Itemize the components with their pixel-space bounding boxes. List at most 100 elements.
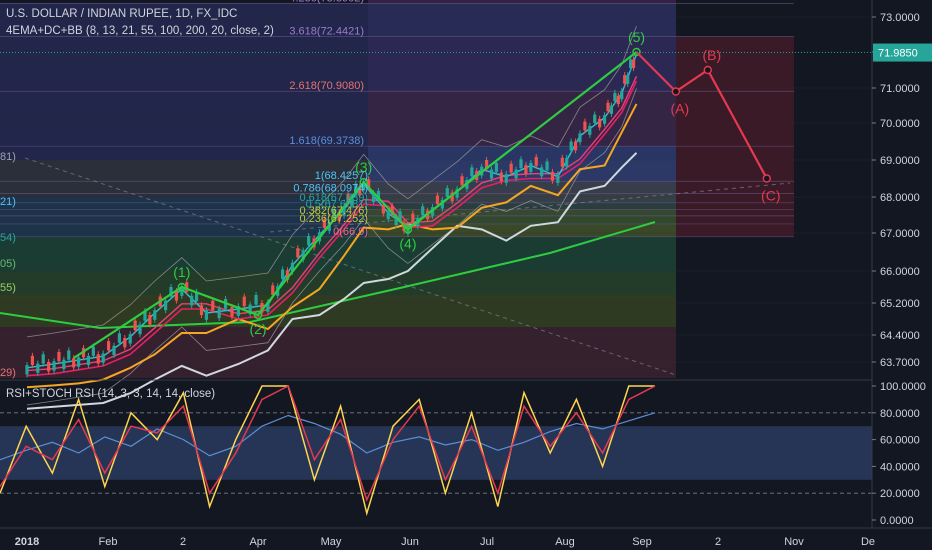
- candle-body: [598, 118, 602, 128]
- candle-body: [91, 346, 95, 356]
- ema100-line: [26, 152, 638, 410]
- candle-body: [211, 300, 215, 311]
- correction-wave-point: [703, 65, 712, 75]
- fib-level-label: 0.382(67.476): [300, 205, 369, 217]
- osc-tick-label: 60.0000: [880, 435, 920, 447]
- correction-zone: [676, 36, 794, 237]
- fib-band: [368, 3, 676, 37]
- candle-body: [560, 157, 564, 167]
- impulse-wave-path: [73, 51, 638, 360]
- fib-left-label: 21): [0, 196, 16, 208]
- last-price-tag: [873, 43, 932, 62]
- candle-body: [390, 205, 394, 215]
- candle-body: [550, 171, 555, 181]
- fib-zone-red-bottom: [0, 327, 676, 378]
- elliott-waves: (1) (2) (3) (4) (5) (A) (B) (C): [73, 29, 780, 360]
- impulse-wave-point: [632, 47, 641, 57]
- x-tick-label: Feb: [99, 536, 118, 548]
- fib-band-top: [368, 0, 676, 4]
- fib-level-label: 1.618(69.3738): [289, 135, 364, 147]
- candle-body: [86, 355, 91, 366]
- candle-body: [47, 362, 51, 372]
- candle-body: [421, 206, 425, 215]
- fib-left-label: 81): [0, 151, 16, 163]
- candle-body: [57, 351, 61, 362]
- y-tick-label: 67.0000: [880, 228, 920, 240]
- fib-level-label: 0.786(68.0974): [293, 182, 368, 194]
- candle-body: [484, 160, 489, 169]
- x-tick-label: 2018: [15, 536, 39, 548]
- candle-body: [194, 291, 199, 302]
- candle-body: [631, 59, 636, 69]
- candle-body: [41, 354, 45, 364]
- candle-body: [174, 291, 179, 301]
- candle-body: [204, 310, 209, 320]
- indicator-label: 4EMA+DC+BB (8, 13, 21, 55, 100, 200, 20,…: [6, 25, 274, 37]
- candle-body: [77, 357, 81, 367]
- candle-body: [230, 307, 234, 317]
- fib-level-label: 0.618(67.839): [300, 192, 369, 204]
- candle-body: [307, 236, 311, 246]
- candle-body: [455, 188, 459, 198]
- osc-tick-label: 20.0000: [880, 488, 920, 500]
- candle-body: [30, 355, 35, 366]
- fib-level-label: 1(68.4257): [315, 170, 368, 182]
- candle-body: [578, 133, 582, 143]
- correction-wave-label: (A): [671, 101, 690, 117]
- y-tick-label: 63.7000: [880, 357, 920, 369]
- fib-level-label: 3.618(72.4421): [289, 26, 364, 38]
- fib-zone-left-top: [0, 3, 368, 160]
- candle-body: [96, 354, 100, 364]
- y-tick-label: 71.0000: [880, 83, 920, 95]
- candle-body: [367, 179, 371, 189]
- candle-body: [606, 102, 610, 112]
- candle-body: [602, 115, 607, 124]
- candle-body: [112, 345, 116, 356]
- candle-body: [62, 359, 66, 370]
- candle-body: [117, 333, 122, 343]
- fib-left-label: 29): [0, 367, 16, 379]
- candle-body: [260, 303, 264, 313]
- correction-wave-point: [671, 87, 681, 96]
- stoch-k-line: [0, 385, 655, 517]
- candle-body: [199, 305, 204, 315]
- candle-body: [616, 95, 620, 105]
- candle-body: [386, 210, 390, 220]
- candle-body: [254, 295, 258, 305]
- oscillator-pane: [0, 379, 932, 517]
- correction-wave-label: (C): [761, 188, 780, 204]
- candle-body: [583, 121, 587, 131]
- candle-body: [620, 90, 624, 100]
- last-price-label: 71.9850: [878, 48, 918, 60]
- fib-band: [368, 193, 676, 203]
- candle-body: [519, 159, 523, 169]
- x-tick-label: 2: [715, 536, 721, 548]
- bollinger-lower: [26, 88, 637, 406]
- candle-body: [376, 191, 381, 200]
- osc-tick-label: 80.0000: [880, 408, 920, 420]
- dashed-trendline-2: [269, 182, 791, 233]
- candle-body: [450, 192, 454, 202]
- x-tick-label: Nov: [784, 536, 804, 548]
- candle-body: [143, 311, 147, 321]
- candle-body: [529, 162, 533, 172]
- x-tick-label: De: [861, 536, 875, 548]
- candle-body: [138, 324, 142, 335]
- candle-body: [106, 341, 111, 351]
- ema200-line: [0, 221, 656, 330]
- candle-body: [440, 199, 444, 209]
- fib-level-label: 4.236(73.3902): [289, 0, 364, 4]
- candle-body: [593, 114, 597, 123]
- correction-wave-label: (B): [702, 47, 721, 63]
- fib-level-label: 0(66.9): [333, 226, 368, 238]
- candle-body: [190, 295, 194, 306]
- candle-body: [626, 75, 630, 84]
- candle-body: [185, 282, 189, 292]
- candle-body: [504, 174, 508, 183]
- candle-body: [394, 216, 398, 226]
- rsi-line: [0, 412, 656, 461]
- candle-body: [332, 209, 336, 218]
- candle-body: [148, 315, 152, 325]
- osc-tick-label: 40.0000: [880, 461, 920, 473]
